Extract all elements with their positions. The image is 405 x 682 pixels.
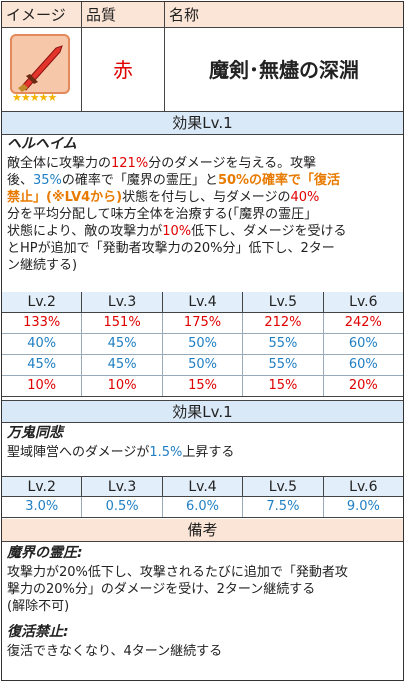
value-cell: 45% bbox=[2, 355, 83, 375]
value-cell: 55% bbox=[243, 334, 324, 354]
effect1-desc-line: 敵全体に攻撃力の121%分のダメージを与える。攻撃 bbox=[7, 155, 403, 172]
effect1-values-row: 10% 10% 15% 15% 20% bbox=[2, 376, 403, 397]
value-cell: 0.5% bbox=[82, 497, 163, 517]
level-header-cell: Lv.6 bbox=[349, 294, 378, 310]
effect1-values-row: 133% 151% 175% 212% 242% bbox=[2, 313, 403, 334]
level-header-cell: Lv.2 bbox=[2, 477, 83, 496]
value-cell: 242% bbox=[344, 315, 382, 330]
desc-segment: 50%の確率で「復活 bbox=[217, 173, 341, 188]
note-desc-line: (解除不可) bbox=[7, 599, 70, 614]
image-column-header: イメージ bbox=[2, 2, 82, 28]
effect1-level-header: Lv.2 Lv.3 Lv.4 Lv.5 Lv.6 bbox=[2, 292, 403, 313]
effect1-values-row: 45% 45% 50% 55% 60% bbox=[2, 355, 403, 376]
value-cell: 50% bbox=[163, 355, 244, 375]
note-desc-line: 攻撃力が20%低下し、攻撃されるたびに追加で「発動者攻 bbox=[7, 565, 348, 580]
effect1-desc-line: 後、35%の確率で「魔界の霊圧」と50%の確率で「復活 bbox=[7, 172, 403, 189]
value-cell: 60% bbox=[348, 336, 378, 351]
desc-segment: の確率で「魔界の霊圧」と bbox=[61, 173, 218, 188]
desc-segment: 禁止」(※LV4から) bbox=[7, 190, 123, 205]
effect2-skill-name: 万鬼同悲 bbox=[7, 425, 63, 441]
desc-segment: 後、 bbox=[7, 173, 34, 188]
desc-segment: 分のダメージを与える。攻撃 bbox=[148, 156, 317, 171]
value-cell: 6.0% bbox=[163, 497, 244, 517]
effect1-desc-line: 禁止」(※LV4から)状態を付与し、与ダメージの40% bbox=[7, 189, 403, 206]
effect1-desc-line: とHPが追加で「発動者攻撃力の20%分」低下し、2ター bbox=[7, 240, 403, 257]
value-cell: 45% bbox=[82, 355, 163, 375]
value-cell: 20% bbox=[348, 378, 378, 393]
value-cell: 151% bbox=[82, 313, 163, 333]
value-cell: 60% bbox=[348, 357, 378, 372]
note-term-1-desc: 攻撃力が20%低下し、攻撃されるたびに追加で「発動者攻 撃力の20%分」のダメージ… bbox=[7, 564, 403, 615]
note-term-1: 魔界の霊圧: bbox=[7, 545, 83, 561]
effect1-skill-name: ヘルヘイム bbox=[7, 136, 77, 152]
effect2-desc-value: 1.5% bbox=[149, 445, 183, 460]
note-desc-line: 撃力の20%分」のダメージを受け、2ターン継続する bbox=[7, 582, 316, 597]
value-cell: 10% bbox=[82, 376, 163, 396]
desc-segment: 121% bbox=[111, 156, 149, 171]
desc-segment: 40% bbox=[290, 190, 320, 205]
effect2-desc-text: 聖域陣営へのダメージが bbox=[7, 445, 150, 460]
value-cell: 55% bbox=[243, 355, 324, 375]
level-header-cell: Lv.2 bbox=[2, 292, 83, 312]
name-column-header: 名称 bbox=[165, 2, 403, 28]
quality-cell: 赤 bbox=[82, 28, 165, 112]
value-cell: 45% bbox=[82, 334, 163, 354]
value-cell: 7.5% bbox=[243, 497, 324, 517]
level-header-cell: Lv.5 bbox=[243, 292, 324, 312]
value-cell: 175% bbox=[163, 313, 244, 333]
desc-segment: 状態を付与し、与ダメージの bbox=[122, 190, 291, 205]
value-cell: 133% bbox=[2, 313, 83, 333]
desc-segment: 10% bbox=[162, 224, 192, 239]
effect2-level-header: Lv.2 Lv.3 Lv.4 Lv.5 Lv.6 bbox=[2, 476, 403, 497]
effect1-desc-line: ン継続する) bbox=[7, 257, 403, 274]
desc-segment: 35% bbox=[33, 173, 62, 188]
desc-segment: とHPが追加で「発動者攻撃力の20%分」低下し、2ター bbox=[7, 241, 335, 256]
note-term-2-desc: 復活できなくなり、4ターン継続する bbox=[7, 644, 223, 659]
value-cell: 3.0% bbox=[2, 497, 83, 517]
level-header-cell: Lv.4 bbox=[163, 292, 244, 312]
effect2-title: 効果Lv.1 bbox=[2, 400, 403, 423]
desc-segment: 分を平均分配して味方全体を治療する(「魔界の霊圧」 bbox=[7, 207, 318, 222]
value-cell: 40% bbox=[2, 334, 83, 354]
effect1-desc-line: 状態により、敵の攻撃力が10%低下し、ダメージを受ける bbox=[7, 223, 403, 240]
quality-value: 赤 bbox=[113, 58, 133, 82]
effect2-desc-suffix: 上昇する bbox=[182, 445, 235, 460]
note-term-2: 復活禁止: bbox=[7, 624, 69, 640]
level-header-cell: Lv.3 bbox=[82, 477, 163, 496]
effect1-title: 効果Lv.1 bbox=[2, 112, 403, 135]
effect1-values-row: 40% 45% 50% 55% 60% bbox=[2, 334, 403, 355]
value-cell: 15% bbox=[243, 376, 324, 396]
level-header-cell: Lv.6 bbox=[349, 479, 378, 495]
item-image-cell: ★★★★★ bbox=[2, 28, 82, 112]
notes-title: 備考 bbox=[2, 519, 403, 542]
level-header-cell: Lv.5 bbox=[243, 477, 324, 496]
name-cell: 魔剣･無燼の深淵 bbox=[165, 28, 403, 112]
value-cell: 10% bbox=[2, 376, 83, 396]
desc-segment: ン継続する) bbox=[7, 258, 78, 273]
value-cell: 212% bbox=[243, 313, 324, 333]
quality-column-header: 品質 bbox=[82, 2, 165, 28]
item-name: 魔剣･無燼の深淵 bbox=[209, 58, 359, 82]
desc-segment: 敵全体に攻撃力の bbox=[7, 156, 112, 171]
value-cell: 9.0% bbox=[346, 499, 380, 514]
desc-segment: 低下し、ダメージを受ける bbox=[191, 224, 347, 239]
effect2-description: 聖域陣営へのダメージが1.5%上昇する bbox=[7, 444, 234, 461]
value-cell: 15% bbox=[163, 376, 244, 396]
sword-icon bbox=[10, 34, 70, 94]
level-header-cell: Lv.4 bbox=[163, 477, 244, 496]
value-cell: 50% bbox=[163, 334, 244, 354]
effect2-values-row: 3.0% 0.5% 6.0% 7.5% 9.0% bbox=[2, 497, 403, 518]
effect1-desc-line: 分を平均分配して味方全体を治療する(「魔界の霊圧」 bbox=[7, 206, 403, 223]
desc-segment: 状態により、敵の攻撃力が bbox=[7, 224, 163, 239]
effect1-description: 敵全体に攻撃力の121%分のダメージを与える。攻撃 後、35%の確率で「魔界の霊圧… bbox=[7, 155, 403, 274]
level-header-cell: Lv.3 bbox=[82, 292, 163, 312]
rarity-stars: ★★★★★ bbox=[12, 91, 57, 104]
